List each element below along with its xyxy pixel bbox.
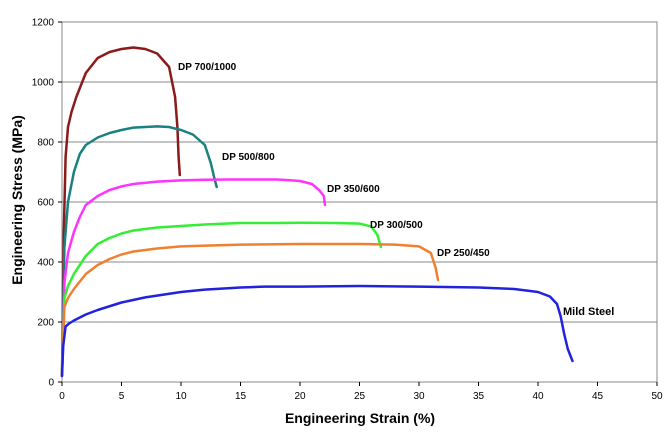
y-tick-label: 800 (37, 138, 54, 149)
x-tick-label: 20 (294, 391, 306, 402)
x-tick-label: 40 (532, 391, 544, 402)
series-lines (60, 46, 574, 378)
x-tick-label: 30 (413, 391, 425, 402)
series-line-dp-500-800 (60, 125, 218, 378)
x-tick-label: 5 (119, 391, 125, 402)
x-tick-label: 25 (354, 391, 366, 402)
y-tick-label: 400 (37, 258, 54, 269)
grid-lines (62, 21, 657, 383)
y-tick-label: 600 (37, 198, 54, 209)
series-label-dp-700-1000: DP 700/1000 (178, 62, 237, 73)
y-tick-label: 200 (37, 318, 54, 329)
series-label-dp-300-500: DP 300/500 (370, 220, 423, 231)
x-tick-label: 0 (59, 391, 65, 402)
x-tick-label: 15 (235, 391, 247, 402)
series-label-dp-250-450: DP 250/450 (437, 248, 490, 259)
x-tick-label: 45 (592, 391, 604, 402)
x-tick-label: 50 (651, 391, 663, 402)
series-labels: DP 700/1000 DP 500/800 DP 350/600 DP 300/50… (178, 62, 614, 318)
series-label-mild-steel: Mild Steel (563, 306, 614, 318)
series-line-dp-300-500 (60, 221, 383, 378)
series-line-dp-350-600 (60, 178, 327, 378)
y-axis-ticks: 0 200 400 600 800 1000 1200 (32, 18, 62, 389)
series-line-dp-250-450 (60, 242, 440, 378)
series-label-dp-350-600: DP 350/600 (327, 184, 380, 195)
series-line-mild-steel (60, 284, 574, 378)
x-axis-title: Engineering Strain (%) (285, 410, 435, 426)
x-axis-ticks: 0 5 10 15 20 25 30 35 40 45 50 (59, 382, 663, 402)
y-tick-label: 1200 (32, 18, 55, 29)
y-axis-title: Engineering Stress (MPa) (9, 115, 25, 285)
x-tick-label: 10 (175, 391, 187, 402)
y-tick-label: 0 (48, 378, 54, 389)
y-tick-label: 1000 (32, 78, 55, 89)
series-label-dp-500-800: DP 500/800 (222, 152, 275, 163)
x-tick-label: 35 (473, 391, 485, 402)
series-line-dp-700-1000 (60, 46, 182, 378)
